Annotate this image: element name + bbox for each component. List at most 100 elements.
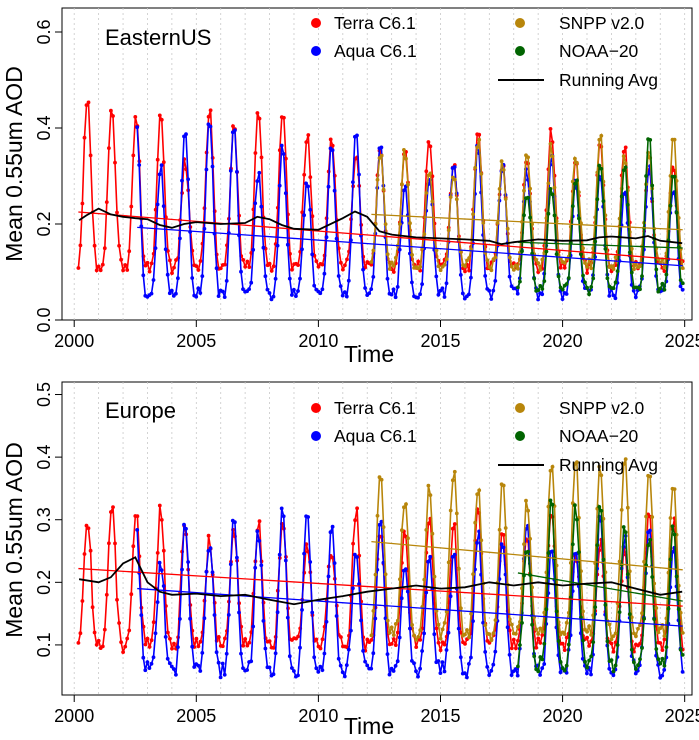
data-point-terra-c6-1 <box>82 135 87 140</box>
data-point-terra-c6-1 <box>391 270 396 274</box>
data-point-aqua-c6-1 <box>491 288 496 293</box>
data-point-aqua-c6-1 <box>186 177 191 182</box>
data-point-snpp-v2-0 <box>463 632 467 637</box>
data-point-noaa-20 <box>593 605 598 609</box>
data-point-aqua-c6-1 <box>416 674 420 679</box>
data-point-aqua-c6-1 <box>308 560 313 564</box>
data-point-aqua-c6-1 <box>194 294 199 299</box>
data-point-snpp-v2-0 <box>540 629 545 634</box>
data-point-terra-c6-1 <box>434 626 439 631</box>
data-point-aqua-c6-1 <box>145 660 150 664</box>
data-point-aqua-c6-1 <box>153 246 158 251</box>
series-europe <box>76 457 685 681</box>
data-point-noaa-20 <box>548 187 553 191</box>
data-point-aqua-c6-1 <box>206 549 211 553</box>
data-point-terra-c6-1 <box>129 204 134 209</box>
data-point-noaa-20 <box>550 192 555 197</box>
data-point-terra-c6-1 <box>131 153 136 158</box>
data-point-terra-c6-1 <box>267 261 272 266</box>
data-point-terra-c6-1 <box>282 115 286 120</box>
data-point-aqua-c6-1 <box>493 279 498 283</box>
data-point-noaa-20 <box>577 550 581 554</box>
data-point-aqua-c6-1 <box>261 245 266 250</box>
data-point-terra-c6-1 <box>247 265 252 269</box>
data-point-aqua-c6-1 <box>389 292 394 297</box>
data-point-snpp-v2-0 <box>627 569 632 574</box>
data-point-terra-c6-1 <box>145 636 150 641</box>
data-point-noaa-20 <box>656 657 661 662</box>
data-point-aqua-c6-1 <box>479 572 483 577</box>
data-point-snpp-v2-0 <box>573 156 577 161</box>
data-point-terra-c6-1 <box>104 592 109 597</box>
data-point-aqua-c6-1 <box>285 242 290 247</box>
data-point-aqua-c6-1 <box>363 659 367 664</box>
data-point-snpp-v2-0 <box>428 493 433 497</box>
data-point-snpp-v2-0 <box>408 221 412 226</box>
data-point-aqua-c6-1 <box>499 542 504 547</box>
data-point-terra-c6-1 <box>424 169 429 174</box>
grid-eastern-us <box>73 8 686 320</box>
data-point-noaa-20 <box>550 502 555 507</box>
data-point-terra-c6-1 <box>194 636 199 641</box>
data-point-noaa-20 <box>536 669 541 674</box>
data-point-noaa-20 <box>570 542 575 547</box>
data-point-terra-c6-1 <box>314 637 319 642</box>
data-point-snpp-v2-0 <box>548 468 553 473</box>
data-point-snpp-v2-0 <box>469 611 473 616</box>
data-point-aqua-c6-1 <box>585 671 589 676</box>
data-point-snpp-v2-0 <box>668 516 673 520</box>
data-point-snpp-v2-0 <box>554 563 559 568</box>
data-point-terra-c6-1 <box>102 246 107 251</box>
data-point-noaa-20 <box>642 616 646 621</box>
data-point-aqua-c6-1 <box>251 624 256 629</box>
data-point-terra-c6-1 <box>223 636 227 641</box>
data-point-aqua-c6-1 <box>560 297 565 301</box>
data-point-aqua-c6-1 <box>489 668 494 673</box>
data-point-aqua-c6-1 <box>292 287 296 292</box>
data-point-terra-c6-1 <box>560 641 565 646</box>
data-point-noaa-20 <box>656 289 661 294</box>
data-point-snpp-v2-0 <box>393 622 398 626</box>
data-point-terra-c6-1 <box>638 641 642 646</box>
data-point-noaa-20 <box>654 267 659 272</box>
legend-label-aqua: Aqua C6.1 <box>334 426 417 446</box>
data-point-snpp-v2-0 <box>469 247 473 252</box>
data-point-aqua-c6-1 <box>137 163 142 167</box>
data-point-aqua-c6-1 <box>139 613 144 617</box>
data-point-aqua-c6-1 <box>487 673 492 677</box>
data-point-aqua-c6-1 <box>395 659 400 664</box>
data-point-aqua-c6-1 <box>410 280 414 285</box>
data-point-aqua-c6-1 <box>471 619 475 623</box>
data-point-aqua-c6-1 <box>178 236 182 241</box>
data-point-terra-c6-1 <box>161 160 166 165</box>
x-axis-title: Time <box>344 713 394 739</box>
data-point-noaa-20 <box>603 603 608 607</box>
data-point-snpp-v2-0 <box>632 631 636 636</box>
data-point-terra-c6-1 <box>119 640 123 644</box>
data-point-noaa-20 <box>625 572 630 577</box>
data-point-terra-c6-1 <box>259 155 264 160</box>
data-point-noaa-20 <box>573 503 577 508</box>
data-point-aqua-c6-1 <box>678 284 683 289</box>
data-point-terra-c6-1 <box>107 146 111 151</box>
data-point-noaa-20 <box>627 250 632 255</box>
data-point-snpp-v2-0 <box>444 609 449 614</box>
data-point-snpp-v2-0 <box>522 542 526 546</box>
data-point-aqua-c6-1 <box>436 292 441 297</box>
data-point-aqua-c6-1 <box>611 673 616 678</box>
data-point-noaa-20 <box>548 498 553 503</box>
data-point-terra-c6-1 <box>129 592 134 597</box>
data-point-aqua-c6-1 <box>448 594 453 599</box>
data-point-snpp-v2-0 <box>587 624 591 629</box>
data-point-terra-c6-1 <box>328 137 333 142</box>
data-point-terra-c6-1 <box>206 114 211 119</box>
data-point-snpp-v2-0 <box>497 527 502 532</box>
data-point-aqua-c6-1 <box>507 652 512 657</box>
data-point-aqua-c6-1 <box>204 569 209 574</box>
data-point-snpp-v2-0 <box>479 172 484 176</box>
data-point-snpp-v2-0 <box>477 137 482 142</box>
legend: Terra C6.1 Aqua C6.1 SNPP v2.0 NOAA−20 R… <box>311 13 658 90</box>
data-point-aqua-c6-1 <box>163 635 168 639</box>
data-point-aqua-c6-1 <box>304 181 308 186</box>
data-point-terra-c6-1 <box>316 264 321 269</box>
